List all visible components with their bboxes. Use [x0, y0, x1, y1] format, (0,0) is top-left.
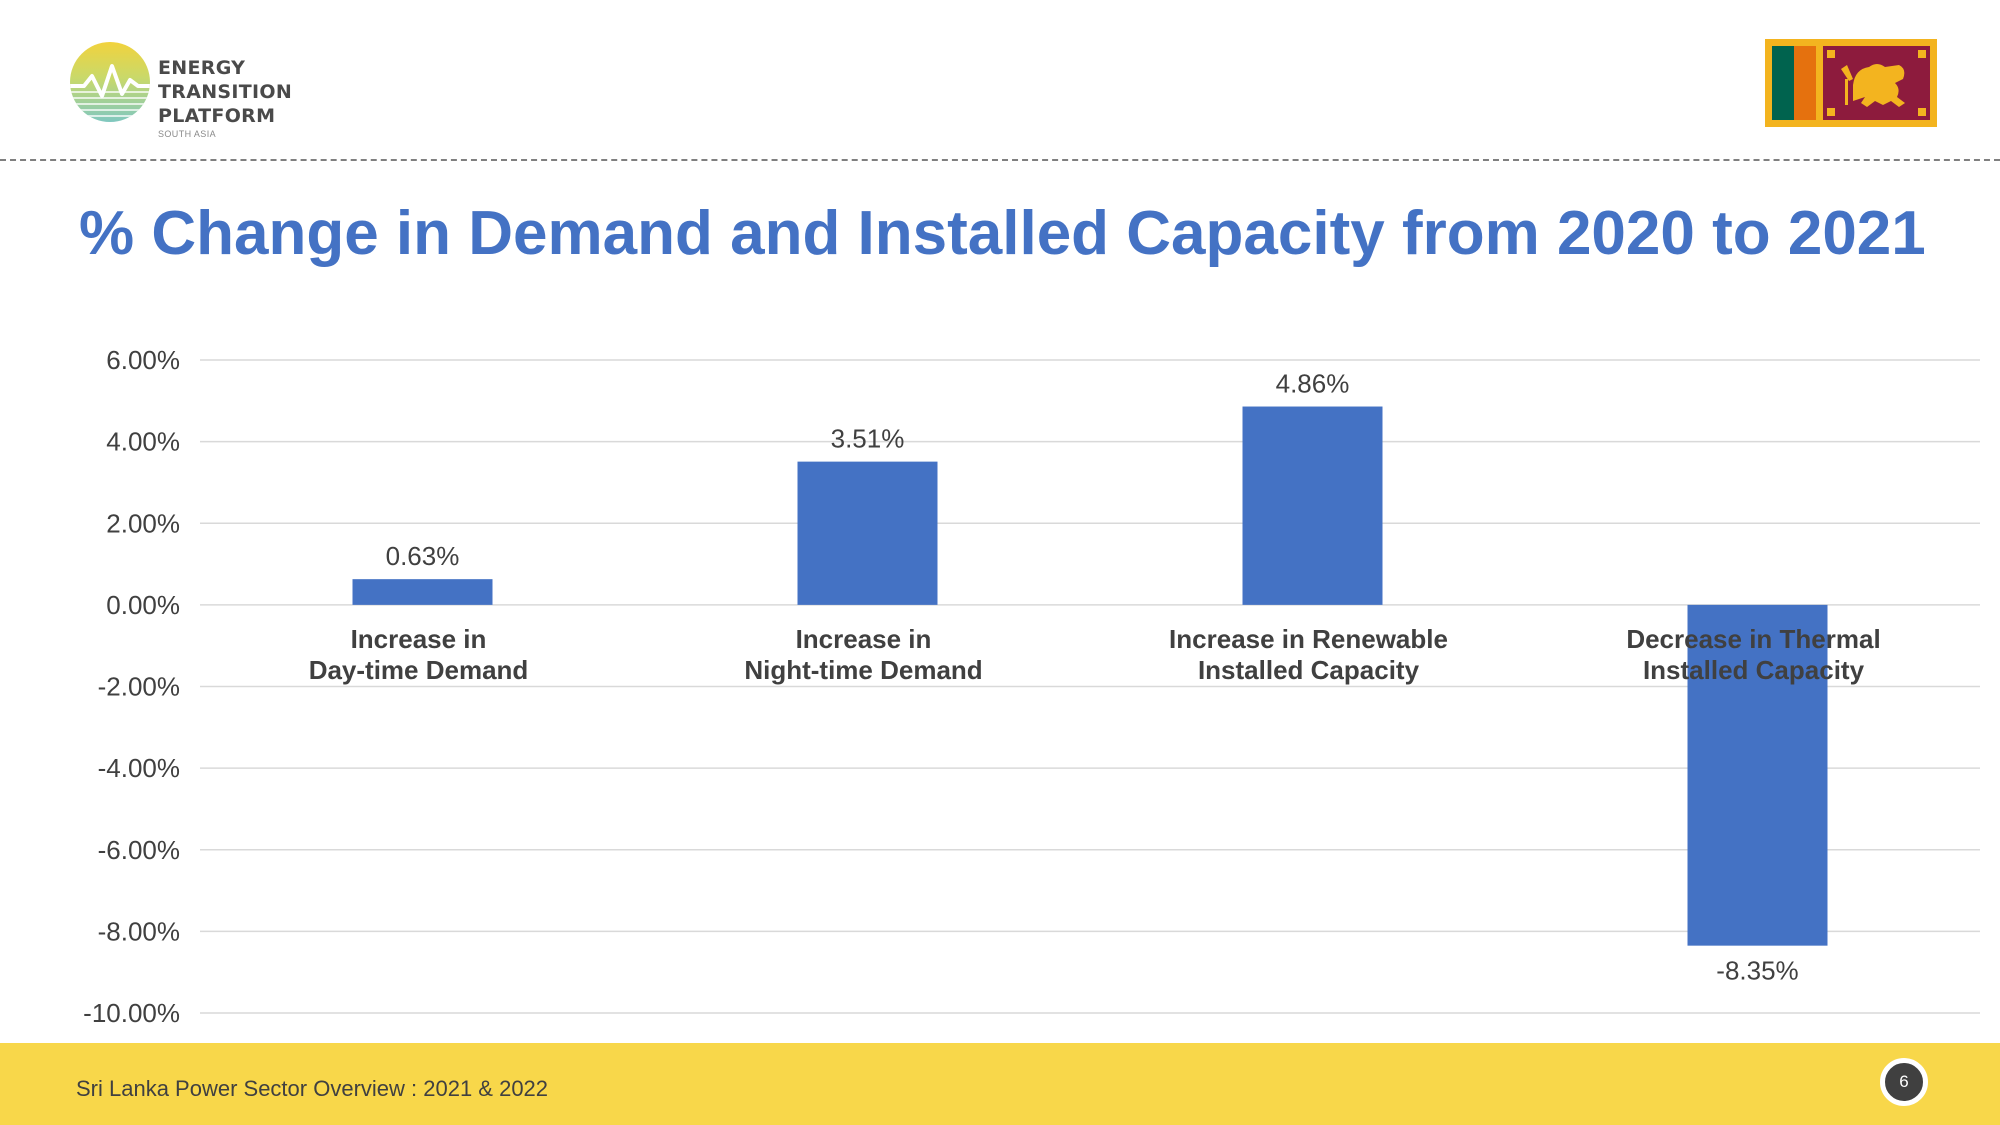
- category-label: Installed Capacity: [1643, 655, 1865, 685]
- bar: [352, 579, 493, 605]
- category-label: Installed Capacity: [1198, 655, 1420, 685]
- category-label: Night-time Demand: [744, 655, 982, 685]
- chart-data-labels: 0.63% 3.51% 4.86% -8.35%: [386, 369, 1799, 986]
- y-tick-label: 4.00%: [106, 427, 180, 457]
- page-title: % Change in Demand and Installed Capacit…: [79, 199, 1926, 268]
- chart-y-axis: 6.00% 4.00% 2.00% 0.00% -2.00% -4.00% -6.00% -8…: [83, 345, 180, 1028]
- logo-text-line3: SOUTH ASIA: [158, 129, 217, 139]
- footer-bar: [0, 1043, 2000, 1125]
- category-label: Increase in: [796, 624, 932, 654]
- y-tick-label: -8.00%: [98, 916, 180, 946]
- logo-text-line1: ENERGY TRANSITION: [158, 57, 293, 103]
- bar: [797, 461, 938, 605]
- data-label: -8.35%: [1716, 956, 1798, 986]
- category-label: Decrease in Thermal: [1626, 624, 1880, 654]
- change-bar-chart: 6.00% 4.00% 2.00% 0.00% -2.00% -4.00% -6.00% -8…: [83, 345, 1980, 1028]
- y-tick-label: -6.00%: [98, 835, 180, 865]
- platform-logo: ENERGY TRANSITION PLATFORM SOUTH ASIA: [68, 40, 338, 139]
- y-tick-label: 6.00%: [106, 345, 180, 375]
- logo-emblem-icon: [70, 42, 150, 122]
- bar: [1242, 406, 1383, 605]
- page-number-badge: 6: [1880, 1058, 1928, 1106]
- logo-text-line2: PLATFORM: [158, 105, 276, 127]
- category-label: Day-time Demand: [309, 655, 529, 685]
- footer-caption: Sri Lanka Power Sector Overview : 2021 &…: [76, 1076, 549, 1101]
- header-divider: [0, 159, 2000, 161]
- sri-lanka-flag-icon: [1765, 39, 1937, 132]
- category-label: Increase in Renewable: [1169, 624, 1448, 654]
- bar: [1687, 604, 1828, 946]
- data-label: 3.51%: [831, 424, 905, 454]
- category-label: Increase in: [351, 624, 487, 654]
- y-tick-label: 2.00%: [106, 508, 180, 538]
- y-tick-label: 0.00%: [106, 590, 180, 620]
- data-label: 0.63%: [386, 541, 460, 571]
- y-tick-label: -4.00%: [98, 753, 180, 783]
- chart-bars: [352, 406, 1828, 946]
- y-tick-label: -10.00%: [83, 998, 180, 1028]
- chart-gridlines: [200, 359, 1980, 1014]
- y-tick-label: -2.00%: [98, 672, 180, 702]
- data-label: 4.86%: [1276, 369, 1350, 399]
